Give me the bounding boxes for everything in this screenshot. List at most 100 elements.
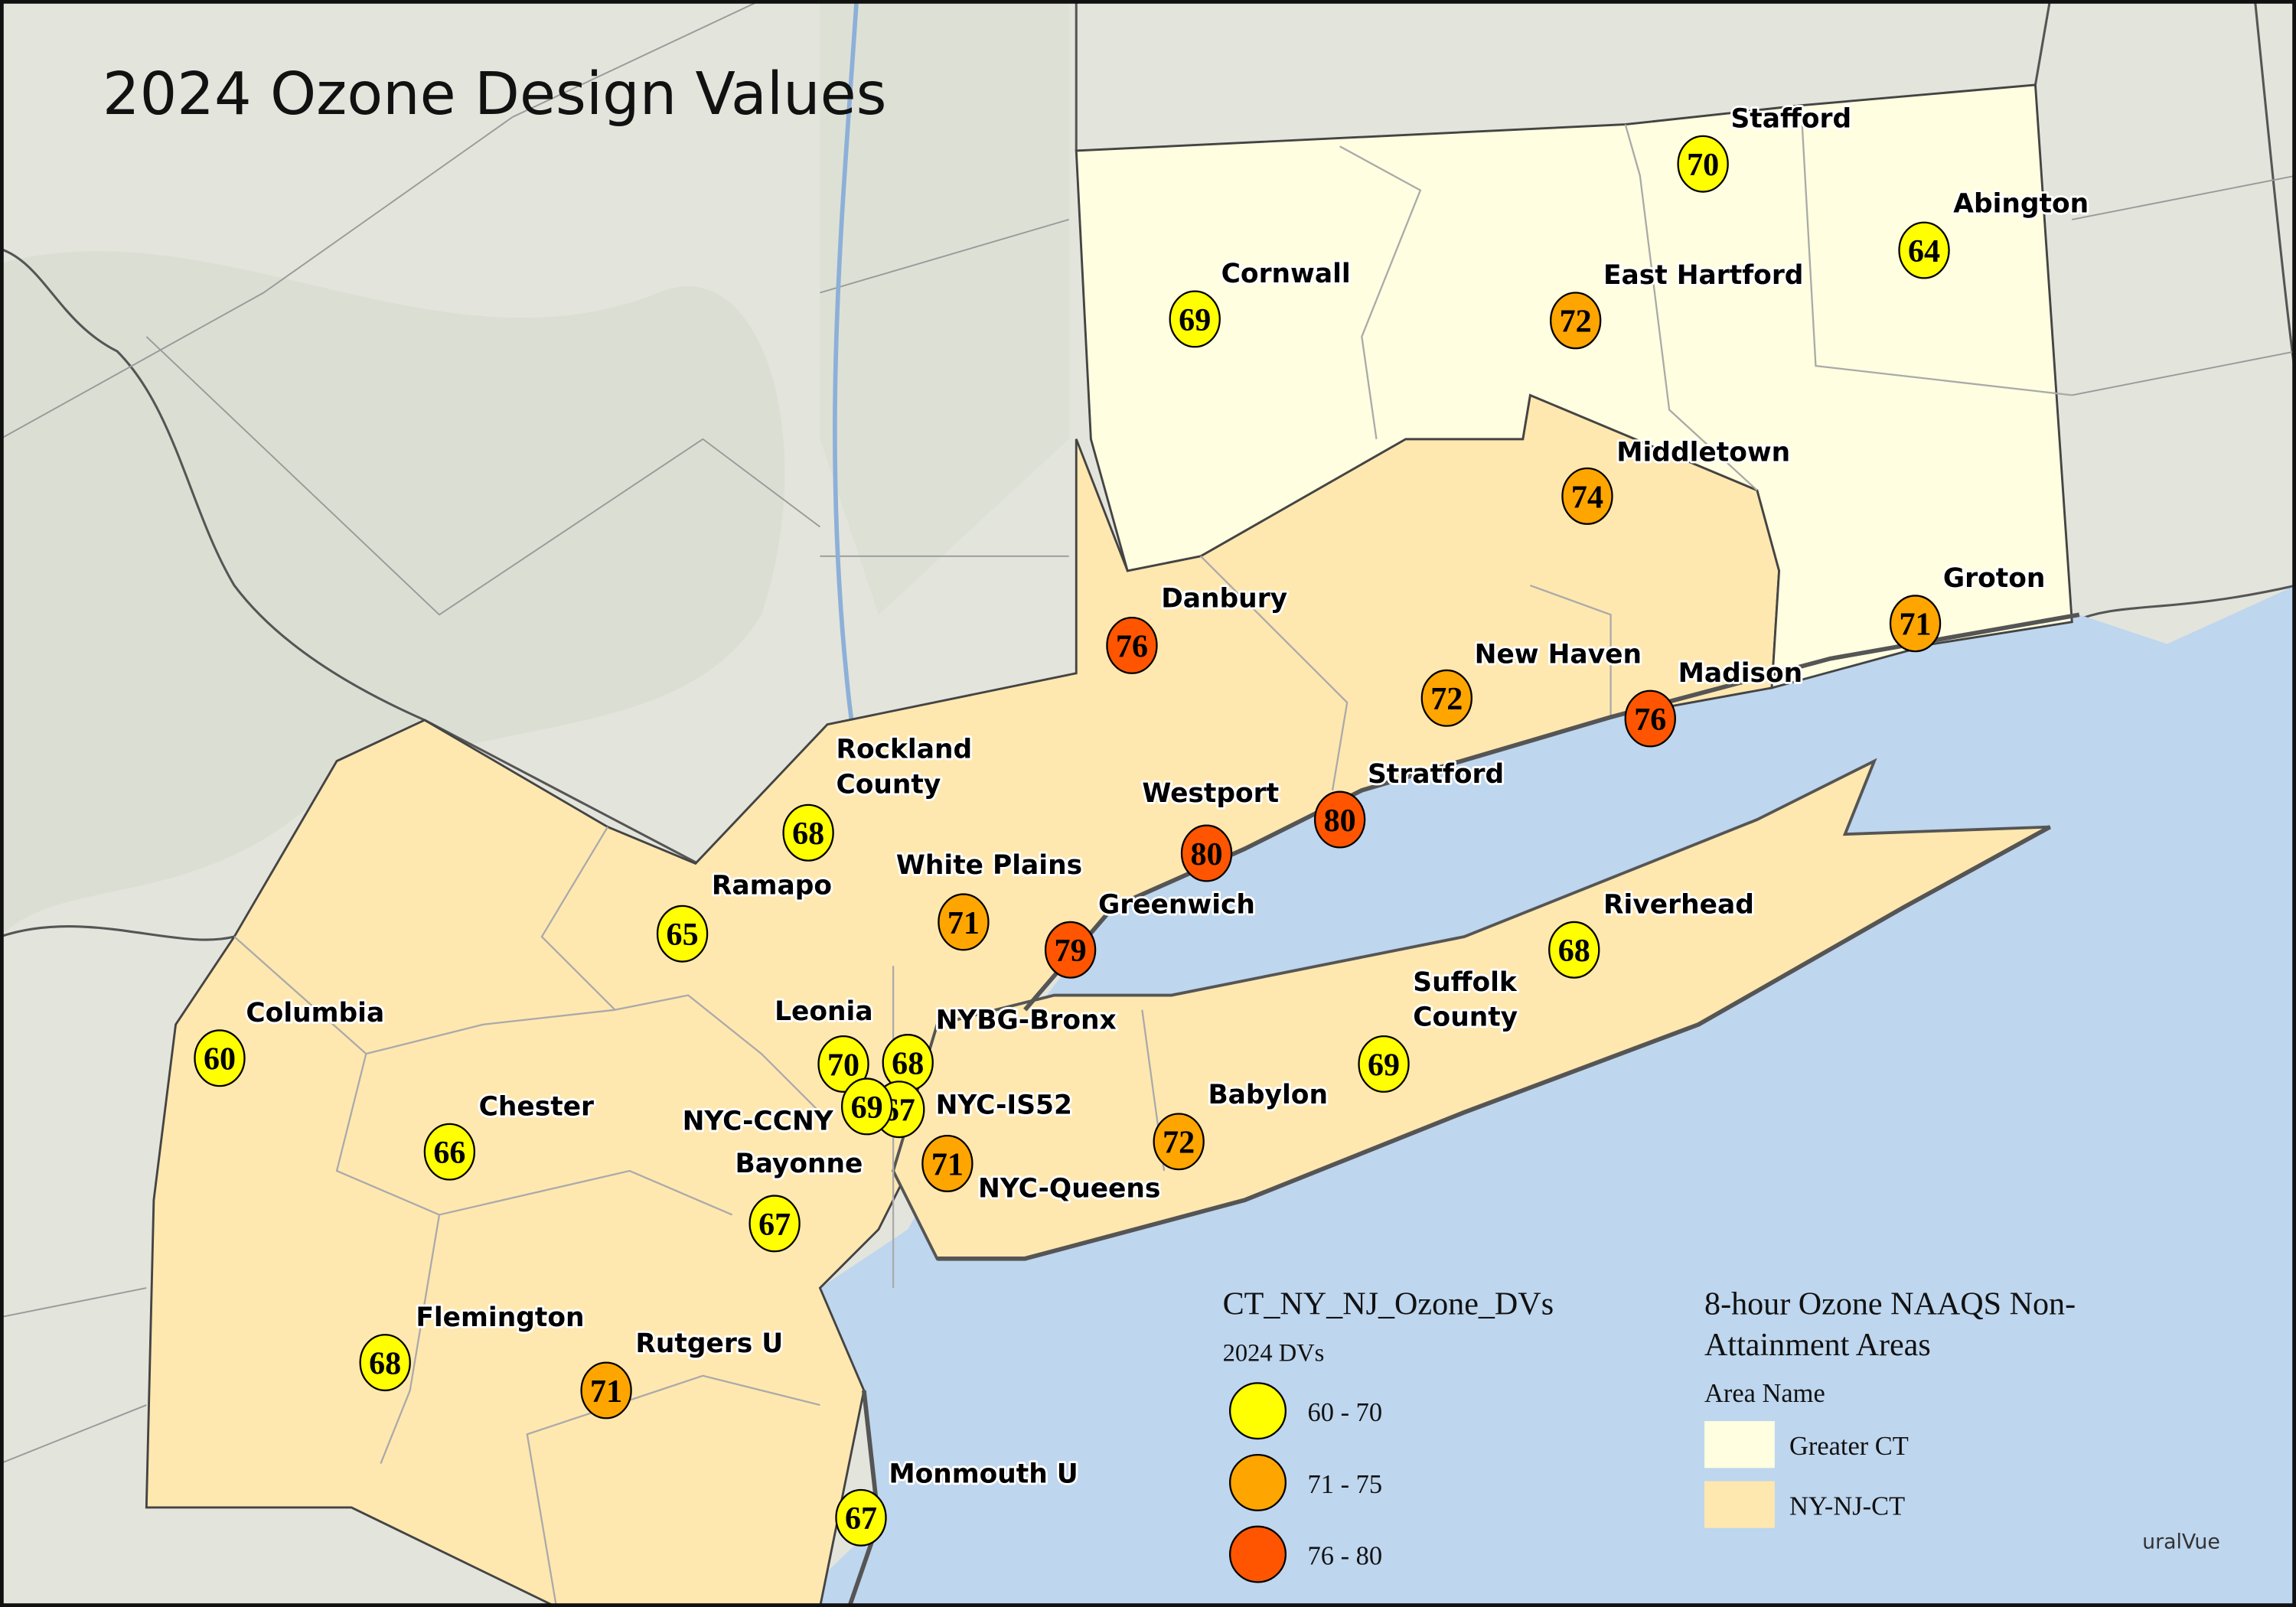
site-label-cornwall: Cornwall xyxy=(1221,259,1351,289)
site-marker-flemington[interactable] xyxy=(359,1334,411,1392)
legend-swatch-low xyxy=(1228,1382,1287,1440)
site-label-suffolk-county: Suffolk County xyxy=(1413,967,1518,1033)
site-value-leonia: 70 xyxy=(827,1048,859,1083)
site-labels: Stafford Abington Cornwall East Hartford Mid… xyxy=(244,102,2091,1492)
site-label-monmouth-u: Monmouth U xyxy=(889,1459,1078,1489)
legend-swatch-ny-nj-ct xyxy=(1704,1481,1775,1528)
legend-nonattainment-areas: 8-hour Ozone NAAQS Non- Attainment Areas… xyxy=(1704,1286,2076,1528)
site-marker-suffolk-county[interactable] xyxy=(1358,1035,1410,1093)
site-marker-riverhead[interactable] xyxy=(1548,921,1600,979)
site-marker-abington[interactable] xyxy=(1898,221,1950,279)
site-label-groton: Groton xyxy=(1943,563,2046,594)
site-marker-columbia[interactable] xyxy=(194,1029,246,1087)
monitoring-sites: Stafford Abington Cornwall East Hartford Mid… xyxy=(194,102,2091,1547)
legend-label-mid: 71 - 75 xyxy=(1308,1470,1383,1499)
site-marker-rutgers-u[interactable] xyxy=(580,1361,632,1420)
site-value-suffolk-county: 69 xyxy=(1368,1048,1400,1083)
site-label-stratford: Stratford xyxy=(1368,759,1504,790)
site-value-flemington: 68 xyxy=(369,1347,401,1382)
attribution: uralVue xyxy=(2142,1530,2220,1554)
site-value-cornwall: 69 xyxy=(1179,303,1211,338)
site-label-chester: Chester xyxy=(479,1091,594,1122)
area-greater-ct xyxy=(1075,83,2073,689)
site-value-east-hartford: 72 xyxy=(1560,305,1592,340)
site-value-middletown: 74 xyxy=(1571,480,1603,515)
site-marker-white-plains[interactable] xyxy=(938,893,990,951)
site-label-white-plains: White Plains xyxy=(896,850,1082,881)
site-label-ramapo: Ramapo xyxy=(712,871,832,901)
site-marker-nyc-queens[interactable] xyxy=(921,1135,974,1192)
site-label-riverhead: Riverhead xyxy=(1603,889,1754,920)
site-value-new-haven: 72 xyxy=(1430,682,1463,717)
site-marker-new-haven[interactable] xyxy=(1420,669,1473,727)
legend-label-ny-nj-ct: NY-NJ-CT xyxy=(1789,1492,1905,1521)
site-value-columbia: 60 xyxy=(204,1042,236,1077)
site-label-babylon: Babylon xyxy=(1208,1080,1328,1110)
site-marker-monmouth-u[interactable] xyxy=(835,1488,887,1547)
site-marker-danbury[interactable] xyxy=(1106,616,1158,674)
site-label-nyc-queens: NYC-Queens xyxy=(978,1173,1160,1204)
legend-swatch-high xyxy=(1228,1525,1287,1583)
terrain-shading xyxy=(820,0,1069,615)
site-marker-stafford[interactable] xyxy=(1677,135,1729,193)
site-label-flemington: Flemington xyxy=(416,1302,584,1333)
site-label-danbury: Danbury xyxy=(1161,584,1287,614)
legend-label-low: 60 - 70 xyxy=(1308,1398,1383,1427)
site-label-new-haven: New Haven xyxy=(1475,639,1642,670)
site-marker-bayonne[interactable] xyxy=(748,1195,801,1253)
site-value-madison: 76 xyxy=(1634,702,1666,738)
site-value-groton: 71 xyxy=(1900,608,1932,643)
site-label-westport: Westport xyxy=(1142,778,1279,809)
site-marker-greenwich[interactable] xyxy=(1044,921,1097,979)
site-label-bayonne: Bayonne xyxy=(735,1149,863,1179)
map-title: 2024 Ozone Design Values xyxy=(103,60,887,129)
site-marker-madison[interactable] xyxy=(1624,689,1676,748)
site-marker-east-hartford[interactable] xyxy=(1550,292,1602,350)
site-marker-ramapo[interactable] xyxy=(656,905,709,963)
site-marker-rockland-county[interactable] xyxy=(782,804,834,862)
site-label-stafford: Stafford xyxy=(1730,103,1851,134)
site-marker-middletown[interactable] xyxy=(1561,467,1613,525)
site-label-rutgers-u: Rutgers U xyxy=(635,1328,783,1359)
site-marker-cornwall[interactable] xyxy=(1169,290,1221,348)
legend-dv-subtitle: 2024 DVs xyxy=(1223,1340,1325,1367)
site-label-leonia: Leonia xyxy=(775,996,872,1027)
inner-county-borders xyxy=(233,105,2073,1607)
site-value-bayonne: 67 xyxy=(758,1208,791,1243)
site-markers: 70 64 69 72 74 71 76 72 76 80 80 68 71 79 65 68 69 60 70 68… xyxy=(194,135,1950,1547)
site-marker-leonia[interactable] xyxy=(817,1035,869,1093)
legend-area-subtitle: Area Name xyxy=(1704,1379,1825,1408)
site-marker-groton[interactable] xyxy=(1889,595,1942,653)
site-marker-chester[interactable] xyxy=(423,1123,476,1181)
legend-swatch-mid xyxy=(1228,1453,1287,1511)
site-label-greenwich: Greenwich xyxy=(1098,889,1255,920)
site-value-danbury: 76 xyxy=(1116,629,1148,664)
site-value-rockland-county: 68 xyxy=(792,817,824,852)
site-value-ramapo: 65 xyxy=(667,918,699,953)
site-label-nybg-bronx: NYBG-Bronx xyxy=(936,1006,1117,1036)
terrain-shading xyxy=(0,251,785,937)
site-value-westport: 80 xyxy=(1190,837,1222,872)
site-value-chester: 66 xyxy=(433,1136,465,1171)
county-borders xyxy=(0,0,2296,1465)
site-value-nyc-queens: 71 xyxy=(931,1147,964,1182)
site-value-abington: 64 xyxy=(1908,234,1940,269)
site-marker-westport[interactable] xyxy=(1180,824,1233,882)
site-value-stafford: 70 xyxy=(1687,148,1719,183)
site-value-monmouth-u: 67 xyxy=(845,1501,877,1537)
site-value-babylon: 72 xyxy=(1163,1126,1195,1161)
site-value-white-plains: 71 xyxy=(947,906,980,941)
site-value-riverhead: 68 xyxy=(1558,934,1590,969)
site-marker-babylon[interactable] xyxy=(1153,1113,1205,1171)
site-marker-nyc-ccny[interactable] xyxy=(840,1077,893,1136)
site-value-nybg-bronx: 68 xyxy=(892,1046,924,1081)
legend-label-high: 76 - 80 xyxy=(1308,1542,1383,1571)
site-label-nyc-ccny: NYC-CCNY xyxy=(683,1107,834,1137)
site-label-abington: Abington xyxy=(1953,188,2089,219)
legend-label-greater-ct: Greater CT xyxy=(1789,1432,1909,1461)
site-label-rockland-county: Rockland County xyxy=(836,735,972,800)
site-marker-stratford[interactable] xyxy=(1313,790,1366,849)
legend-area-title-2: Attainment Areas xyxy=(1704,1328,1931,1363)
